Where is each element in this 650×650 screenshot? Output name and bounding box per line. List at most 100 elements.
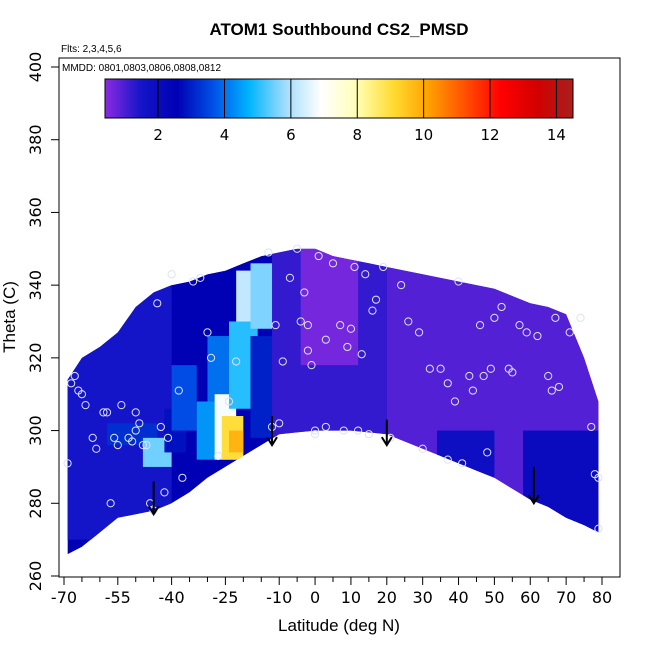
sample-point [479,371,488,381]
sample-point [296,317,305,326]
y-tick-label: 260 [26,561,45,592]
sample-point [110,433,119,442]
x-tick-label: 0 [310,588,320,607]
dates-annotation: MMDD: 0801,0803,0806,0808,0812 [62,63,221,74]
sample-point [522,328,531,337]
sample-point [303,346,312,355]
colorbar-frame [104,78,574,119]
arrow [147,481,160,517]
sample-point [77,390,87,399]
sample-point [336,321,345,330]
sample-point [92,444,101,453]
sample-point [454,277,463,286]
y-tick-label: 400 [26,52,45,83]
field-cell [171,365,197,431]
sample-point [450,397,460,406]
sample-point [436,364,445,373]
sample-point [547,386,556,395]
sample-point [285,273,295,282]
plot-frame [58,57,621,578]
sample-point [214,451,223,461]
flights-annotation: Flts: 2,3,4,5,6 [61,44,122,55]
sample-point [117,401,126,410]
x-tick-label: -70 [51,588,77,607]
x-tick-label: 20 [377,588,397,607]
sample-point [135,419,144,428]
x-tick-label: 10 [341,588,361,607]
sample-point [364,430,373,439]
sample-point [554,382,564,392]
sample-point [163,433,173,442]
x-tick-label: -55 [105,588,131,607]
sample-point [310,430,320,439]
colorbar-tick-label: 4 [220,126,230,144]
sample-point [70,371,79,381]
field-cell [228,430,244,453]
sample-point [565,328,574,337]
x-tick-label: -10 [266,588,292,607]
sample-point [576,313,585,322]
colorbar-tick-label: 14 [547,126,566,144]
sample-point [515,321,524,330]
x-tick-label: 50 [484,588,504,607]
sample-point [303,321,312,330]
sample-point [167,270,176,279]
sample-point [533,331,542,341]
sample-point [160,488,169,497]
sample-point [131,408,140,417]
sample-point [138,441,148,450]
arrow [528,466,540,506]
sample-point [346,324,356,333]
sample-point [361,270,370,279]
sample-point [594,473,603,482]
x-tick-label: 70 [556,588,576,607]
sample-point [486,364,495,373]
sample-point [196,273,205,282]
sample-point [508,368,517,377]
sample-point [443,455,452,464]
sample-point [414,328,424,337]
sample-point [153,299,162,308]
sample-point [178,473,187,482]
sample-point [310,426,320,435]
sample-point [468,386,477,395]
plot-field [63,244,603,555]
sample-point [475,321,485,330]
sample-point [339,426,348,435]
sample-point [275,419,284,428]
arrow [380,419,393,448]
sample-point [81,401,90,410]
colorbar-tick-label: 2 [153,126,163,144]
colorbar-tick-label: 8 [352,126,362,144]
sample-point [113,441,122,450]
field-cell [300,248,359,366]
sample-point [321,422,330,432]
sample-point [443,379,452,388]
sample-point [264,248,273,257]
sample-point [371,295,381,304]
sample-point [271,321,280,330]
sample-points [63,244,603,533]
sample-point [88,433,97,442]
sample-point [490,313,499,322]
y-tick-label: 340 [26,270,45,301]
sample-point [497,302,506,312]
y-tick-label: 360 [26,197,45,228]
sample-point [379,262,388,272]
field-cell [250,336,273,438]
sample-point [99,408,108,417]
colorbar-ticks: 2 4 6 8 10 12 14 [153,79,566,144]
sample-point [357,350,366,359]
sample-point [300,288,309,297]
sample-point [483,448,492,457]
sample-point [278,357,287,366]
sample-point [106,499,115,508]
sample-point [350,262,359,272]
sample-point [354,426,363,435]
sample-point [544,371,553,381]
sample-point [425,364,434,373]
x-tick-label: 30 [412,588,432,607]
y-tick-label: 300 [26,415,45,446]
sample-point [174,386,183,395]
